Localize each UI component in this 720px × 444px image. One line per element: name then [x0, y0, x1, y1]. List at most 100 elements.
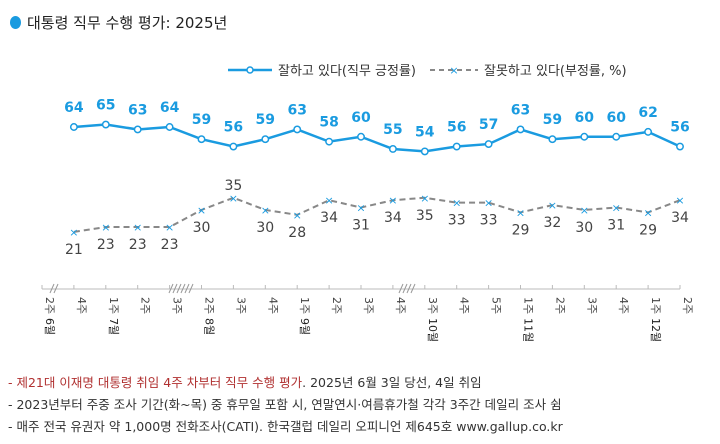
approve-point	[165, 123, 174, 131]
plot-area: 2주 6월 4주 1주 7월 2주 3주 2주 8월 3주 4주 1주 9월 2주 3주 4주 3주 10월 4주 5…	[41, 98, 694, 342]
disapprove-point: ×	[484, 197, 493, 210]
approve-data-label: 60	[351, 110, 371, 126]
disapprove-data-label: 34	[671, 210, 689, 226]
x-month-label: 10월	[426, 318, 439, 342]
disapprove-point: ×	[69, 226, 78, 239]
approve-data-label: 56	[670, 120, 689, 136]
disapprove-point: ×	[101, 221, 110, 234]
x-tick-label: 4주	[617, 297, 630, 314]
approve-point	[261, 135, 270, 144]
x-tick-label: 2주	[203, 297, 216, 314]
approve-data-label: 63	[511, 102, 530, 118]
disapprove-data-label: 30	[256, 220, 274, 236]
axis-break-mark	[410, 283, 416, 294]
chart-title-row: 대통령 직무 수행 평가: 2025년	[10, 12, 227, 33]
approve-point	[548, 135, 557, 144]
footnote-1-highlight: - 제21대 이재명 대통령 취임 4주 차부터 직무 수행 평가	[8, 375, 303, 390]
footnote-2: - 2023년부터 주중 조사 기간(화~목) 중 휴무일 포함 시, 연말연시…	[8, 397, 562, 412]
approve-point	[229, 142, 238, 151]
x-tick-label: 2주	[43, 297, 56, 314]
disapprove-data-label: 23	[129, 237, 147, 253]
x-tick-label: 1주	[107, 297, 120, 314]
x-tick-label: 4주	[394, 297, 407, 314]
approve-data-label: 63	[128, 102, 147, 118]
approve-data-label: 63	[287, 102, 306, 118]
x-tick-label: 3주	[234, 297, 247, 314]
disapprove-data-label: 31	[607, 218, 625, 234]
approve-data-label: 54	[415, 124, 435, 140]
legend-disapprove-label: 잘못하고 있다(부정률, %)	[484, 64, 627, 79]
disapprove-data-label: 28	[288, 225, 306, 241]
disapprove-point: ×	[548, 199, 557, 212]
axis-break-mark	[180, 283, 186, 294]
approve-point	[133, 125, 142, 134]
disapprove-data-label: 21	[65, 242, 83, 258]
disapprove-data-label: 35	[224, 178, 242, 194]
disapprove-point: ×	[261, 204, 270, 217]
disapprove-data-label: 30	[193, 220, 211, 236]
approve-point	[197, 135, 206, 144]
approve-point	[580, 132, 589, 141]
axis-break-mark	[402, 283, 408, 294]
x-month-label: 6월	[43, 318, 56, 335]
approve-data-label: 56	[224, 120, 243, 136]
disapprove-point: ×	[612, 202, 621, 215]
disapprove-point: ×	[675, 194, 684, 207]
disapprove-point: ×	[229, 192, 238, 205]
disapprove-point: ×	[133, 221, 142, 234]
disapprove-data-label: 34	[320, 210, 338, 226]
axis-break-mark	[398, 283, 404, 294]
legend-disapprove-line-icon: ×	[430, 64, 479, 76]
disapprove-data-label: 33	[448, 213, 466, 229]
x-month-label: 9월	[298, 318, 311, 335]
approve-point	[420, 147, 429, 156]
axis-break-mark	[53, 283, 59, 294]
footnote-1-rest: . 2025년 6월 3일 당선, 4일 취임	[302, 375, 482, 390]
approve-data-label: 64	[64, 100, 84, 116]
approve-data-label: 59	[192, 112, 211, 128]
approve-data-label: 62	[638, 105, 657, 121]
x-month-label: 12월	[649, 318, 662, 342]
x-tick-label: 2주	[330, 297, 343, 314]
x-tick-label: 4주	[458, 297, 471, 314]
disapprove-data-label: 30	[575, 220, 593, 236]
disapprove-data-label: 31	[352, 218, 370, 234]
approve-point	[484, 140, 493, 149]
approve-point	[676, 142, 684, 151]
approve-point	[516, 125, 525, 134]
approve-data-label: 55	[383, 122, 402, 138]
disapprove-data-label: 33	[480, 213, 498, 229]
x-tick-label: 3주	[362, 297, 375, 314]
x-tick-label: 2주	[681, 297, 694, 314]
approve-point	[325, 137, 334, 146]
approve-point	[357, 132, 365, 141]
x-tick-label: 4주	[75, 297, 88, 314]
footnotes: - 제21대 이재명 대통령 취임 4주 차부터 직무 수행 평가. 2025년…	[8, 372, 563, 438]
x-tick-label: 5주	[490, 297, 503, 314]
x-month-label: 11월	[522, 318, 535, 342]
approve-data-label: 56	[447, 120, 466, 136]
approve-data-label: 59	[256, 112, 275, 128]
disapprove-data-label: 23	[97, 237, 115, 253]
approve-data-label: 64	[160, 100, 180, 116]
footnote-1: - 제21대 이재명 대통령 취임 4주 차부터 직무 수행 평가. 2025년…	[8, 372, 563, 394]
x-tick-label: 1주	[649, 297, 662, 314]
axis-break-mark	[49, 283, 55, 294]
legend-approve-line-icon	[228, 65, 272, 74]
disapprove-point: ×	[580, 204, 589, 217]
disapprove-point: ×	[643, 206, 652, 219]
title-bullet-icon	[10, 16, 21, 29]
axis-break-mark	[176, 283, 182, 294]
disapprove-point: ×	[388, 194, 397, 207]
disapprove-data-label: 35	[416, 208, 434, 224]
x-tick-label: 3주	[426, 297, 439, 314]
svg-text:×: ×	[449, 64, 458, 76]
disapprove-point: ×	[420, 192, 429, 205]
disapprove-point: ×	[452, 197, 461, 210]
approve-point	[612, 132, 621, 141]
x-tick-label: 2주	[139, 297, 152, 314]
approve-data-label: 60	[575, 110, 595, 126]
approve-point	[69, 123, 78, 131]
approve-point	[388, 145, 397, 153]
disapprove-data-label: 32	[543, 215, 561, 231]
